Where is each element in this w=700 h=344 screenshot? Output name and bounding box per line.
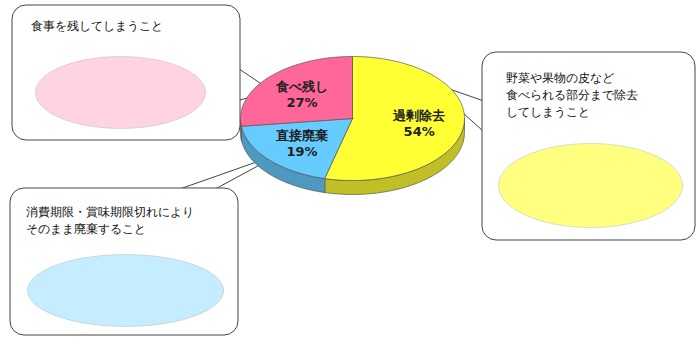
svg-text:消費期限・賞味期限切れによりそのまま廃棄すること: 消費期限・賞味期限切れによりそのまま廃棄すること xyxy=(26,205,194,236)
svg-text:直接廃棄19%: 直接廃棄19% xyxy=(275,128,328,159)
svg-text:過剰除去54%: 過剰除去54% xyxy=(392,108,445,139)
svg-text:野菜や果物の皮など食べられる部分まで除去してしまうこと: 野菜や果物の皮など食べられる部分まで除去してしまうこと xyxy=(506,71,638,119)
svg-text:食べ残し27%: 食べ残し27% xyxy=(275,79,328,110)
svg-text:食事を残してしまうこと: 食事を残してしまうこと xyxy=(31,19,163,33)
